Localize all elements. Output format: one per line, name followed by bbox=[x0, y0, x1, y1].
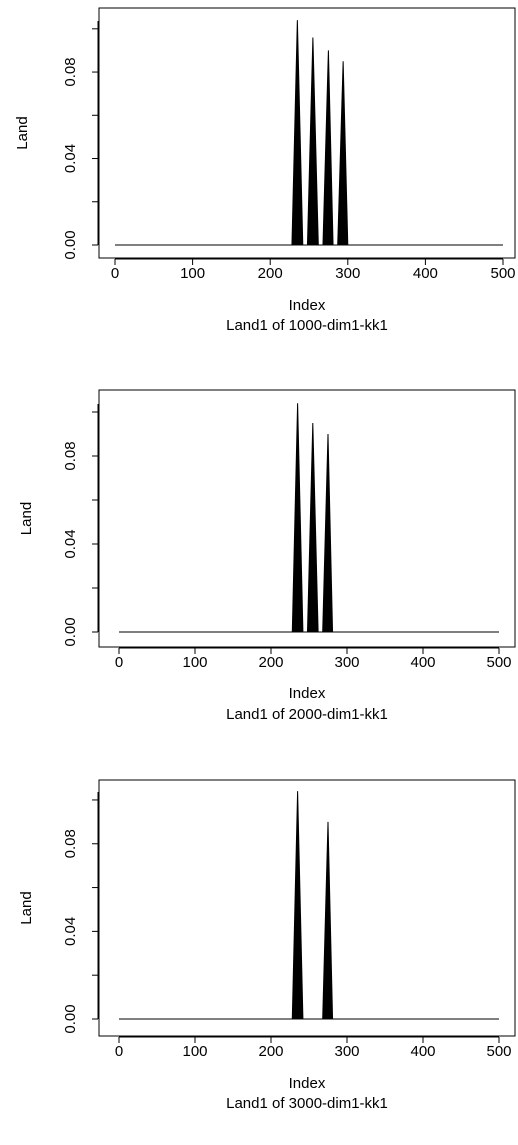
chart-panel-3: 0 100 200 300 400 500 0.00 0.04 0.08 Index Land1 o… bbox=[18, 780, 515, 1112]
chart-panel-1: 0 100 200 300 400 500 0.00 0.04 0.08 Index Land1 o… bbox=[14, 8, 516, 334]
x-tick-label: 300 bbox=[334, 1043, 359, 1060]
x-tick-label: 0 bbox=[111, 265, 119, 282]
x-tick-label: 100 bbox=[182, 1043, 207, 1060]
x-tick-label: 0 bbox=[115, 654, 123, 671]
y-tick-label: 0.00 bbox=[62, 617, 79, 646]
x-tick-label: 500 bbox=[486, 654, 511, 671]
x-tick-label: 500 bbox=[490, 265, 515, 282]
chart-subtitle: Land1 of 2000-dim1-kk1 bbox=[226, 706, 388, 723]
chart-subtitle: Land1 of 1000-dim1-kk1 bbox=[226, 317, 388, 334]
x-tick-label: 100 bbox=[182, 654, 207, 671]
data-series-area bbox=[119, 403, 499, 632]
y-tick-label: 0.04 bbox=[62, 144, 79, 173]
x-tick-label: 400 bbox=[413, 265, 438, 282]
x-tick-label: 200 bbox=[258, 265, 283, 282]
x-axis-title: Index bbox=[289, 297, 326, 314]
x-tick-label: 200 bbox=[258, 1043, 283, 1060]
y-tick-label: 0.08 bbox=[62, 829, 79, 858]
y-tick-label: 0.04 bbox=[62, 917, 79, 946]
x-axis-title: Index bbox=[289, 685, 326, 702]
x-axis-title: Index bbox=[289, 1075, 326, 1092]
x-tick-label: 100 bbox=[180, 265, 205, 282]
x-tick-label: 300 bbox=[335, 265, 360, 282]
chart-panel-2: 0 100 200 300 400 500 0.00 0.04 0.08 Index Land1 o… bbox=[18, 390, 515, 723]
x-tick-label: 500 bbox=[486, 1043, 511, 1060]
plot-frame bbox=[99, 8, 515, 258]
x-tick-label: 0 bbox=[115, 1043, 123, 1060]
data-series-area bbox=[119, 791, 499, 1019]
y-axis-title: Land bbox=[14, 116, 31, 149]
x-tick-label: 200 bbox=[258, 654, 283, 671]
y-axis-title: Land bbox=[18, 891, 35, 924]
x-tick-label: 400 bbox=[410, 654, 435, 671]
x-tick-label: 300 bbox=[334, 654, 359, 671]
x-tick-label: 400 bbox=[410, 1043, 435, 1060]
chart-subtitle: Land1 of 3000-dim1-kk1 bbox=[226, 1095, 388, 1112]
y-axis-title: Land bbox=[18, 502, 35, 535]
y-tick-label: 0.04 bbox=[62, 529, 79, 558]
y-tick-label: 0.00 bbox=[62, 230, 79, 259]
plot-frame bbox=[99, 780, 515, 1036]
y-tick-label: 0.00 bbox=[62, 1004, 79, 1033]
y-tick-label: 0.08 bbox=[62, 441, 79, 470]
plot-frame bbox=[99, 390, 515, 647]
y-tick-label: 0.08 bbox=[62, 57, 79, 86]
data-series-area bbox=[115, 20, 503, 245]
